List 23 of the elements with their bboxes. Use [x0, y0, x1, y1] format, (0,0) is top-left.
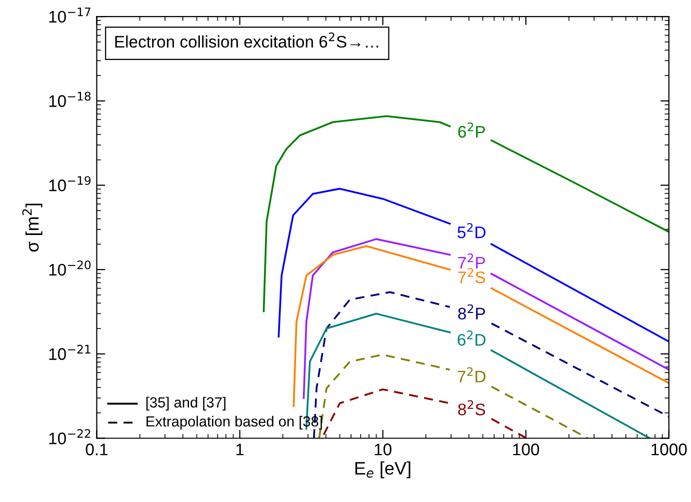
- y-tick-label: 10$^{−22}$: [49, 429, 90, 444]
- y-tick-label: 10$^{−18}$: [49, 92, 91, 107]
- y-axis-title: σ [m$^{2}$]: [22, 204, 42, 252]
- y-tick-label: 10$^{−19}$: [49, 176, 91, 192]
- series-label: 5$^{2}$D: [458, 223, 486, 238]
- series-label: 8$^{2}$S: [458, 400, 486, 416]
- text: Electron collision excitation 6$^{2}$S→…: [115, 32, 378, 48]
- series-label: 7$^{2}$P: [458, 253, 485, 268]
- series-label: 6$^{2}$D: [458, 330, 486, 346]
- series-label: 7$^{2}$S: [458, 268, 486, 284]
- x-tick-label: 10: [374, 444, 392, 456]
- series-label: 7$^{2}$D: [458, 367, 486, 382]
- x-tick-label: 1000: [652, 444, 687, 456]
- x-tick-label: 1: [236, 444, 244, 456]
- x-tick-label: 100: [513, 444, 540, 456]
- annotation: [35] and [37]: [146, 396, 226, 410]
- series-label: 6$^{2}$P: [458, 122, 485, 138]
- y-tick-label: 10$^{−21}$: [49, 344, 90, 360]
- y-tick-label: 10$^{−17}$: [49, 8, 90, 23]
- series-label: 8$^{2}$P: [458, 304, 485, 320]
- x-axis-title: E$_{e}$ [eV]: [355, 461, 410, 478]
- y-tick-label: 10$^{−20}$: [49, 260, 91, 276]
- x-tick-label: 0.1: [86, 444, 108, 456]
